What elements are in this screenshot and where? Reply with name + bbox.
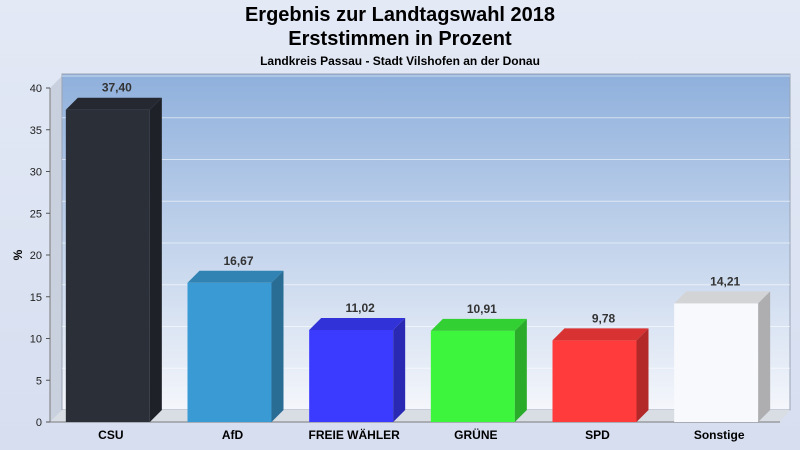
bar-value-label: 16,67 [223,254,253,268]
chart-caption: Landkreis Passau - Stadt Vilshofen an de… [260,54,540,68]
bar-value-label: 10,91 [467,302,497,316]
bar-freie-wähler: 11,02 [309,301,406,422]
bar-side [514,318,527,422]
bar-value-label: 11,02 [345,301,375,315]
bar-front [552,340,637,422]
y-tick-label: 20 [30,250,42,262]
x-tick-label: FREIE WÄHLER [308,427,400,442]
bar-top [187,270,284,283]
y-tick-label: 15 [30,292,42,304]
chart-title: Ergebnis zur Landtagswahl 2018 [244,4,556,26]
x-tick-label: SPD [585,428,610,442]
x-tick-label: AfD [222,428,244,442]
bar-top [65,97,162,110]
y-tick-label: 25 [30,208,42,220]
bar-top [430,318,527,331]
y-tick-label: 10 [30,334,42,346]
y-tick-label: 5 [36,375,42,387]
bar-side [149,97,162,423]
bar-value-label: 9,78 [592,311,616,325]
bar-front [430,330,515,422]
bar-value-label: 14,21 [710,274,740,288]
bar-top [552,328,649,341]
bar-side [393,317,406,422]
y-tick-label: 40 [30,83,42,95]
bar-side [636,328,649,422]
y-tick-label: 35 [30,125,42,137]
bar-afd: 16,67 [187,254,284,422]
bar-front [187,282,272,422]
x-tick-label: GRÜNE [454,427,497,442]
bar-front [309,329,394,422]
bar-csu: 37,40 [65,81,162,423]
plot-back-wall [61,73,791,411]
chart-subtitle: Erststimmen in Prozent [288,28,512,50]
y-axis-label: % [11,249,25,260]
bar-top [309,317,406,330]
bar-sonstige: 14,21 [674,274,771,422]
plot-side-wall [50,76,62,422]
x-tick-label: Sonstige [694,428,745,442]
y-tick-label: 0 [36,417,42,429]
bar-top [674,291,771,304]
x-tick-label: CSU [98,428,123,442]
bar-front [65,109,150,423]
bar-side [271,270,284,422]
bar-grüne: 10,91 [430,302,527,422]
bar-value-label: 37,40 [102,81,132,95]
y-tick-label: 30 [30,167,42,179]
bar-front [674,303,759,422]
bar-side [758,291,771,422]
bar-spd: 9,78 [552,311,649,422]
